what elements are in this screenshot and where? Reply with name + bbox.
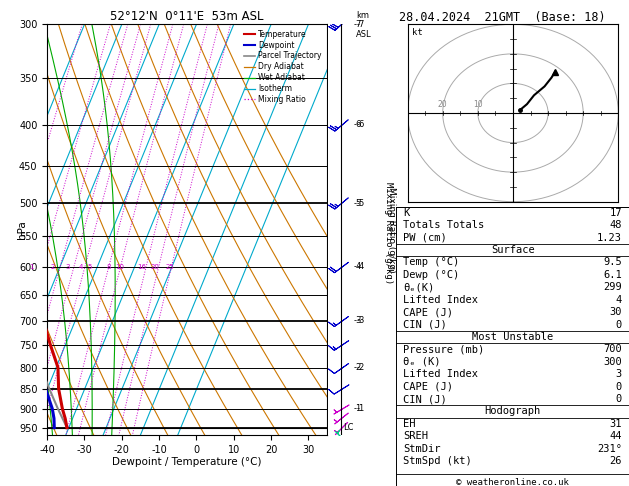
Text: hPa: hPa bbox=[17, 220, 27, 239]
Text: 48: 48 bbox=[610, 220, 622, 230]
Text: -2: -2 bbox=[353, 363, 362, 372]
Text: 44: 44 bbox=[610, 431, 622, 441]
Text: Lifted Index: Lifted Index bbox=[403, 369, 478, 379]
Text: Temp (°C): Temp (°C) bbox=[403, 258, 460, 267]
Text: 0: 0 bbox=[616, 382, 622, 392]
Text: Lifted Index: Lifted Index bbox=[403, 295, 478, 305]
Text: ASL: ASL bbox=[357, 31, 372, 39]
Text: 0: 0 bbox=[616, 394, 622, 404]
Text: 3: 3 bbox=[65, 264, 70, 270]
Text: © weatheronline.co.uk: © weatheronline.co.uk bbox=[456, 478, 569, 486]
Text: 1.23: 1.23 bbox=[597, 233, 622, 243]
Text: 4: 4 bbox=[78, 264, 82, 270]
Text: -1: -1 bbox=[353, 404, 362, 413]
Text: CAPE (J): CAPE (J) bbox=[403, 307, 454, 317]
Text: 9.5: 9.5 bbox=[603, 258, 622, 267]
Text: 16: 16 bbox=[138, 264, 147, 270]
Text: 1: 1 bbox=[30, 264, 34, 270]
Text: Totals Totals: Totals Totals bbox=[403, 220, 484, 230]
Text: 300: 300 bbox=[603, 357, 622, 367]
Text: θₑ (K): θₑ (K) bbox=[403, 357, 441, 367]
Text: km: km bbox=[357, 11, 369, 20]
Text: StmDir: StmDir bbox=[403, 444, 441, 454]
Title: 52°12'N  0°11'E  53m ASL: 52°12'N 0°11'E 53m ASL bbox=[110, 10, 264, 23]
Text: 20: 20 bbox=[151, 264, 160, 270]
Text: 28.04.2024  21GMT  (Base: 18): 28.04.2024 21GMT (Base: 18) bbox=[399, 11, 606, 24]
Text: -7: -7 bbox=[357, 20, 365, 29]
Text: CIN (J): CIN (J) bbox=[403, 394, 447, 404]
Text: SREH: SREH bbox=[403, 431, 428, 441]
Text: -7: -7 bbox=[353, 20, 362, 29]
Text: 2: 2 bbox=[50, 264, 55, 270]
Text: -4: -4 bbox=[357, 262, 365, 271]
Text: 5: 5 bbox=[87, 264, 92, 270]
Text: -4: -4 bbox=[353, 262, 362, 271]
Text: -6: -6 bbox=[357, 121, 365, 129]
Text: 299: 299 bbox=[603, 282, 622, 292]
Text: -3: -3 bbox=[357, 316, 365, 325]
Text: 700: 700 bbox=[603, 345, 622, 354]
Text: Mixing Ratio (g/kg): Mixing Ratio (g/kg) bbox=[384, 182, 393, 284]
Text: 3: 3 bbox=[616, 369, 622, 379]
Text: CIN (J): CIN (J) bbox=[403, 319, 447, 330]
Text: 20: 20 bbox=[438, 100, 447, 108]
Text: Mixing Ratio (g/kg): Mixing Ratio (g/kg) bbox=[387, 187, 396, 273]
Text: LCL: LCL bbox=[343, 423, 359, 432]
Text: -3: -3 bbox=[353, 316, 362, 325]
Text: 6.1: 6.1 bbox=[603, 270, 622, 280]
Text: Dewp (°C): Dewp (°C) bbox=[403, 270, 460, 280]
Text: EH: EH bbox=[403, 419, 416, 429]
X-axis label: Dewpoint / Temperature (°C): Dewpoint / Temperature (°C) bbox=[113, 457, 262, 468]
Text: -5: -5 bbox=[357, 199, 365, 208]
Text: 4: 4 bbox=[616, 295, 622, 305]
Text: Most Unstable: Most Unstable bbox=[472, 332, 554, 342]
Text: Surface: Surface bbox=[491, 245, 535, 255]
Text: Pressure (mb): Pressure (mb) bbox=[403, 345, 484, 354]
Text: -6: -6 bbox=[353, 121, 362, 129]
Text: StmSpd (kt): StmSpd (kt) bbox=[403, 456, 472, 466]
Text: K: K bbox=[403, 208, 409, 218]
Text: CAPE (J): CAPE (J) bbox=[403, 382, 454, 392]
Text: 30: 30 bbox=[610, 307, 622, 317]
Legend: Temperature, Dewpoint, Parcel Trajectory, Dry Adiabat, Wet Adiabat, Isotherm, Mi: Temperature, Dewpoint, Parcel Trajectory… bbox=[242, 28, 323, 105]
Text: 10: 10 bbox=[473, 100, 482, 108]
Text: 8: 8 bbox=[106, 264, 111, 270]
Text: 25: 25 bbox=[165, 264, 174, 270]
Text: -5: -5 bbox=[353, 199, 362, 208]
Text: Hodograph: Hodograph bbox=[484, 406, 541, 417]
Text: 31: 31 bbox=[610, 419, 622, 429]
Text: 231°: 231° bbox=[597, 444, 622, 454]
Text: θₑ(K): θₑ(K) bbox=[403, 282, 435, 292]
Text: 0: 0 bbox=[616, 319, 622, 330]
Text: -1: -1 bbox=[357, 404, 365, 413]
Text: 17: 17 bbox=[610, 208, 622, 218]
Text: PW (cm): PW (cm) bbox=[403, 233, 447, 243]
Text: 10: 10 bbox=[115, 264, 124, 270]
Text: kt: kt bbox=[412, 28, 423, 37]
Text: -2: -2 bbox=[357, 363, 365, 372]
Text: 26: 26 bbox=[610, 456, 622, 466]
